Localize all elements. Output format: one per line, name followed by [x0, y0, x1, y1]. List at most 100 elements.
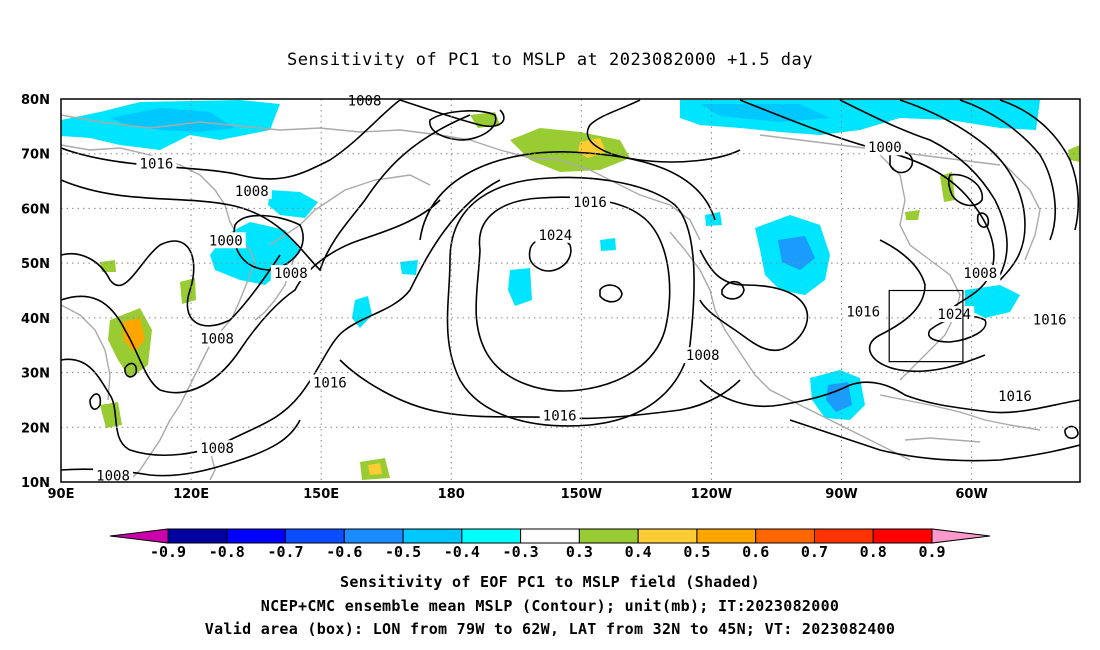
- contour-label-bg: [93, 467, 134, 484]
- shade-cyan-small-1: [705, 212, 722, 226]
- plot-frame: [60, 98, 1081, 483]
- colorbar-tick-label: 0.7: [801, 543, 828, 561]
- shade-cyan-atlantic: [965, 285, 1020, 318]
- lat-tick-label: 50N: [21, 257, 50, 272]
- lat-tick-label: 20N: [21, 421, 50, 436]
- contour-label: 1024: [937, 307, 971, 323]
- contour-label: 1008: [348, 94, 382, 110]
- lon-tick-label: 90E: [48, 487, 75, 502]
- shade-blue-arctic-east: [700, 104, 830, 122]
- lat-tick-label: 10N: [21, 476, 50, 491]
- colorbar-tick-label: -0.7: [267, 543, 303, 561]
- contour-label: 1024: [538, 228, 572, 244]
- colorbar-segment: [520, 528, 580, 544]
- shade-blue-gulf: [826, 382, 852, 412]
- lon-tick-label: 120W: [691, 487, 732, 502]
- contour-label: 1016: [313, 376, 347, 392]
- contour-label-bg: [539, 407, 580, 424]
- contour-label-bg: [682, 347, 723, 364]
- lat-tick-label: 70N: [21, 148, 50, 163]
- valid-area-box: [888, 289, 964, 363]
- contour-label: 1016: [140, 157, 174, 173]
- colorbar-tick-label: -0.3: [503, 543, 539, 561]
- colorbar-tick-label: 0.4: [625, 543, 652, 561]
- lon-tick-label: 120E: [173, 487, 209, 502]
- contour-label-bg: [309, 374, 350, 391]
- shade-cyan-pacific-c: [400, 260, 418, 275]
- contour-label-bg: [136, 155, 177, 172]
- shade-blue-canada: [778, 236, 815, 270]
- colorbar-segment: [343, 528, 404, 544]
- contour-label-bg: [1029, 311, 1070, 328]
- contour-label-bg: [864, 139, 905, 156]
- shade-green-chukchi: [510, 128, 630, 172]
- colorbar-segment: [285, 528, 345, 544]
- shade-green-south: [100, 402, 122, 428]
- colorbar-segment: [696, 528, 757, 544]
- lat-tick-label: 60N: [21, 202, 50, 217]
- colorbar-segment: [637, 528, 698, 544]
- colorbar-tick-label: 0.8: [860, 543, 887, 561]
- contour-label: 1016: [998, 389, 1032, 405]
- contour-label-bg: [197, 440, 238, 457]
- contour-label-bg: [960, 265, 1001, 282]
- shade-green-india-b: [100, 260, 116, 272]
- contour-label: 1008: [274, 266, 308, 282]
- lon-tick-label: 180: [438, 487, 465, 502]
- colorbar-segment: [813, 528, 874, 544]
- colorbar-tick-label: -0.9: [150, 543, 186, 561]
- shade-green-small-atl: [905, 210, 920, 220]
- contour-labels: 1008 1000 1016 1008 1016 1000 1024 1008 1008 1008…: [93, 92, 1070, 485]
- contour-label-bg: [344, 92, 385, 109]
- contour-label-bg: [270, 265, 311, 282]
- caption-line-2: NCEP+CMC ensemble mean MSLP (Contour); u…: [260, 597, 840, 615]
- contour-label-bg: [934, 306, 975, 323]
- colorbar-segment: [402, 528, 463, 544]
- colorbar-tick-label: 0.6: [742, 543, 769, 561]
- contour-label: 1008: [235, 184, 269, 200]
- contour-label-bg: [535, 226, 576, 243]
- colorbar-tick-label: 0.3: [566, 543, 593, 561]
- shade-yellow-pacific-s: [368, 463, 382, 475]
- contour-label: 1008: [963, 266, 997, 282]
- colorbar-segment: [755, 528, 815, 544]
- colorbar-tick-label: 0.5: [683, 543, 710, 561]
- contour-label-bg: [570, 193, 611, 210]
- contour-label-bg: [231, 183, 272, 200]
- contour-label: 1008: [200, 332, 234, 348]
- contour-label: 1016: [543, 408, 577, 424]
- lat-tick-label: 30N: [21, 367, 50, 382]
- colorbar-segment: [226, 528, 287, 544]
- colorbar-segment: [167, 528, 228, 544]
- lon-tick-label: 60W: [955, 487, 987, 502]
- lat-tick-label: 40N: [21, 312, 50, 327]
- contour-label: 1008: [686, 348, 720, 364]
- lon-tick-label: 150W: [561, 487, 602, 502]
- colorbar-tick-label: -0.5: [385, 543, 421, 561]
- colorbar-tick-label: -0.4: [444, 543, 480, 561]
- colorbar-low-triangle: [109, 528, 169, 544]
- mslp-contours: [61, 99, 1080, 477]
- contour-label: 1008: [96, 469, 130, 485]
- contour-label-bg: [197, 330, 238, 347]
- colorbar-tick-label: -0.6: [326, 543, 362, 561]
- contour-label-bg: [994, 388, 1035, 405]
- lat-tick-label: 80N: [21, 93, 50, 108]
- caption-line-3: Valid area (box): LON from 79W to 62W, L…: [204, 620, 896, 638]
- colorbar-high-triangle: [931, 528, 991, 544]
- shade-cyan-okhotsk: [268, 190, 318, 218]
- colorbar: -0.9 -0.8 -0.7 -0.6 -0.5 -0.4 -0.3 0.3 0.4 0.5 0.6…: [109, 528, 991, 561]
- shade-blue-arctic-west: [110, 108, 235, 132]
- colorbar-tick-label: 0.9: [918, 543, 945, 561]
- colorbar-segment: [578, 528, 639, 544]
- plot-title: Sensitivity of PC1 to MSLP at 2023082000…: [286, 50, 813, 70]
- contour-label: 1000: [868, 140, 902, 156]
- contour-label: 1000: [209, 233, 243, 249]
- contour-label: 1016: [573, 195, 607, 211]
- colorbar-tick-label: -0.8: [209, 543, 245, 561]
- shade-cyan-small-2: [600, 238, 616, 251]
- contour-label: 1016: [1033, 313, 1067, 329]
- sensitivity-shading: [61, 100, 1080, 480]
